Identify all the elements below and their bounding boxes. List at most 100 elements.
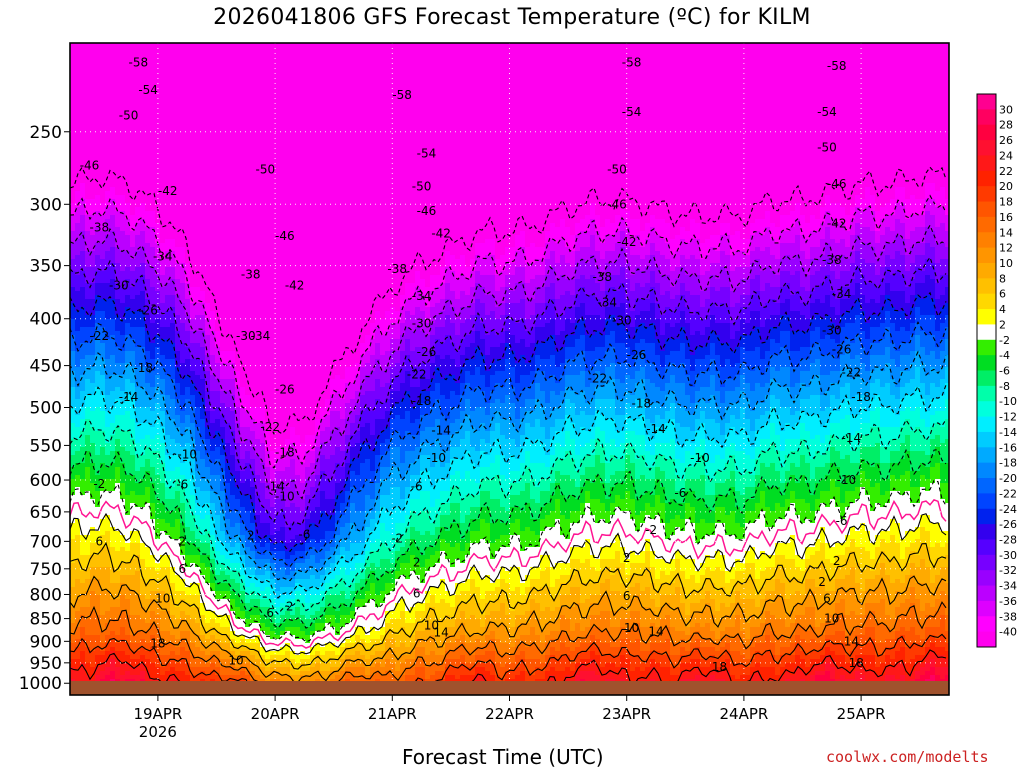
contour-label: -22	[407, 367, 427, 381]
contour-label: -10	[275, 489, 295, 503]
contour-label: -14	[119, 390, 139, 404]
y-tick-450: 450	[30, 357, 62, 377]
contour-label: 18	[849, 656, 864, 670]
contour-label: -38	[89, 220, 109, 234]
contour-label: -10	[426, 451, 446, 465]
colorbar-label: -38	[999, 610, 1017, 623]
colorbar-label: -16	[999, 441, 1017, 454]
y-tick-400: 400	[30, 310, 62, 330]
contour-label: 2	[623, 551, 631, 565]
contour-label: -46	[275, 229, 295, 243]
contour-label: 6	[266, 606, 274, 620]
contour-label: -54	[417, 146, 437, 160]
contour-label: -14	[842, 431, 862, 445]
contour-label: 10	[824, 612, 839, 626]
contour-label: -30	[612, 314, 632, 328]
colorbar-swatch	[977, 632, 996, 648]
colorbar-swatch	[977, 125, 996, 141]
contour-label: -50	[119, 109, 139, 123]
colorbar-swatch	[977, 524, 996, 540]
contour-label: -22	[89, 329, 109, 343]
contour-label: -14	[646, 422, 666, 436]
x-tick-19APR: 19APR	[133, 705, 182, 723]
colorbar-label: -4	[999, 349, 1010, 362]
contour-label: -58	[392, 88, 412, 102]
x-tick-21APR: 21APR	[368, 705, 417, 723]
contour-label: -58	[129, 55, 149, 69]
colorbar-swatch	[977, 371, 996, 387]
x-tick-year: 2026	[139, 723, 177, 741]
y-tick-700: 700	[30, 532, 62, 552]
colorbar-swatch	[977, 263, 996, 279]
y-tick-500: 500	[30, 399, 62, 419]
y-tick-1000: 1000	[19, 674, 62, 694]
contour-label: -34	[597, 295, 617, 309]
contour-label: -38	[592, 270, 612, 284]
contour-label: -50	[607, 163, 627, 177]
colorbar-label: 20	[999, 180, 1013, 193]
contour-label: -26	[275, 383, 295, 397]
x-tick-24APR: 24APR	[719, 705, 768, 723]
x-tick-25APR: 25APR	[837, 705, 886, 723]
contour-label: -6	[176, 478, 188, 492]
colorbar-swatch	[977, 202, 996, 218]
contour-label: 6	[178, 562, 186, 576]
colorbar-label: 18	[999, 196, 1013, 209]
colorbar-swatch	[977, 493, 996, 509]
colorbar-label: -36	[999, 595, 1017, 608]
x-axis-title: Forecast Time (UTC)	[402, 745, 604, 769]
colorbar-label: -14	[999, 426, 1017, 439]
credit-link[interactable]: coolwx.com/modelts	[826, 748, 989, 766]
contour-label: -58	[827, 59, 847, 73]
contour-label: -50	[817, 140, 837, 154]
colorbar-swatch	[977, 586, 996, 602]
colorbar-swatch	[977, 463, 996, 479]
colorbar-label: -2	[999, 334, 1010, 347]
contour-label: -18	[275, 446, 295, 460]
x-tick-23APR: 23APR	[602, 705, 651, 723]
contour-label: -18	[133, 361, 153, 375]
colorbar-label: 16	[999, 211, 1013, 224]
colorbar-swatch	[977, 355, 996, 371]
contour-label: -38	[241, 268, 261, 282]
contour-label: -6	[674, 486, 686, 500]
contour-label: -34	[153, 249, 173, 263]
contour-label: -54	[622, 105, 642, 119]
contour-label: 2	[818, 575, 826, 589]
colorbar-label: 4	[999, 303, 1006, 316]
contour-label: -50	[412, 180, 432, 194]
colorbar-swatch	[977, 171, 996, 187]
y-tick-950: 950	[30, 654, 62, 674]
colorbar-label: -34	[999, 580, 1017, 593]
contour-label: -22	[588, 372, 608, 386]
contour-label: -38	[822, 253, 842, 267]
x-tick-20APR: 20APR	[251, 705, 300, 723]
contour-label: 14	[648, 624, 663, 638]
colorbar-label: -22	[999, 487, 1017, 500]
contour-label: -6	[298, 527, 310, 541]
ground-surface	[70, 681, 949, 695]
colorbar-label: -20	[999, 472, 1017, 485]
colorbar-swatch	[977, 447, 996, 463]
colorbar-swatch	[977, 109, 996, 125]
y-axis: 2503003504004505005506006507007508008509…	[19, 123, 70, 694]
contour-label: -30	[236, 329, 256, 343]
contour-label: -14	[431, 424, 451, 438]
contour-label: 10	[228, 654, 243, 668]
colorbar-swatch	[977, 94, 996, 110]
contour-label: -54	[817, 105, 837, 119]
colorbar-label: -32	[999, 564, 1017, 577]
colorbar-swatch	[977, 616, 996, 632]
colorbar-swatch	[977, 478, 996, 494]
y-tick-350: 350	[30, 257, 62, 277]
contour-label: 2	[833, 554, 841, 568]
contour-label: -26	[417, 345, 437, 359]
colorbar-swatch	[977, 155, 996, 171]
contour-label: -2	[645, 523, 657, 537]
contour-label: 18	[150, 637, 165, 651]
colorbar-label: -10	[999, 395, 1017, 408]
contour-label: 10	[624, 621, 639, 635]
colorbar-label: 24	[999, 149, 1013, 162]
x-tick-22APR: 22APR	[485, 705, 534, 723]
